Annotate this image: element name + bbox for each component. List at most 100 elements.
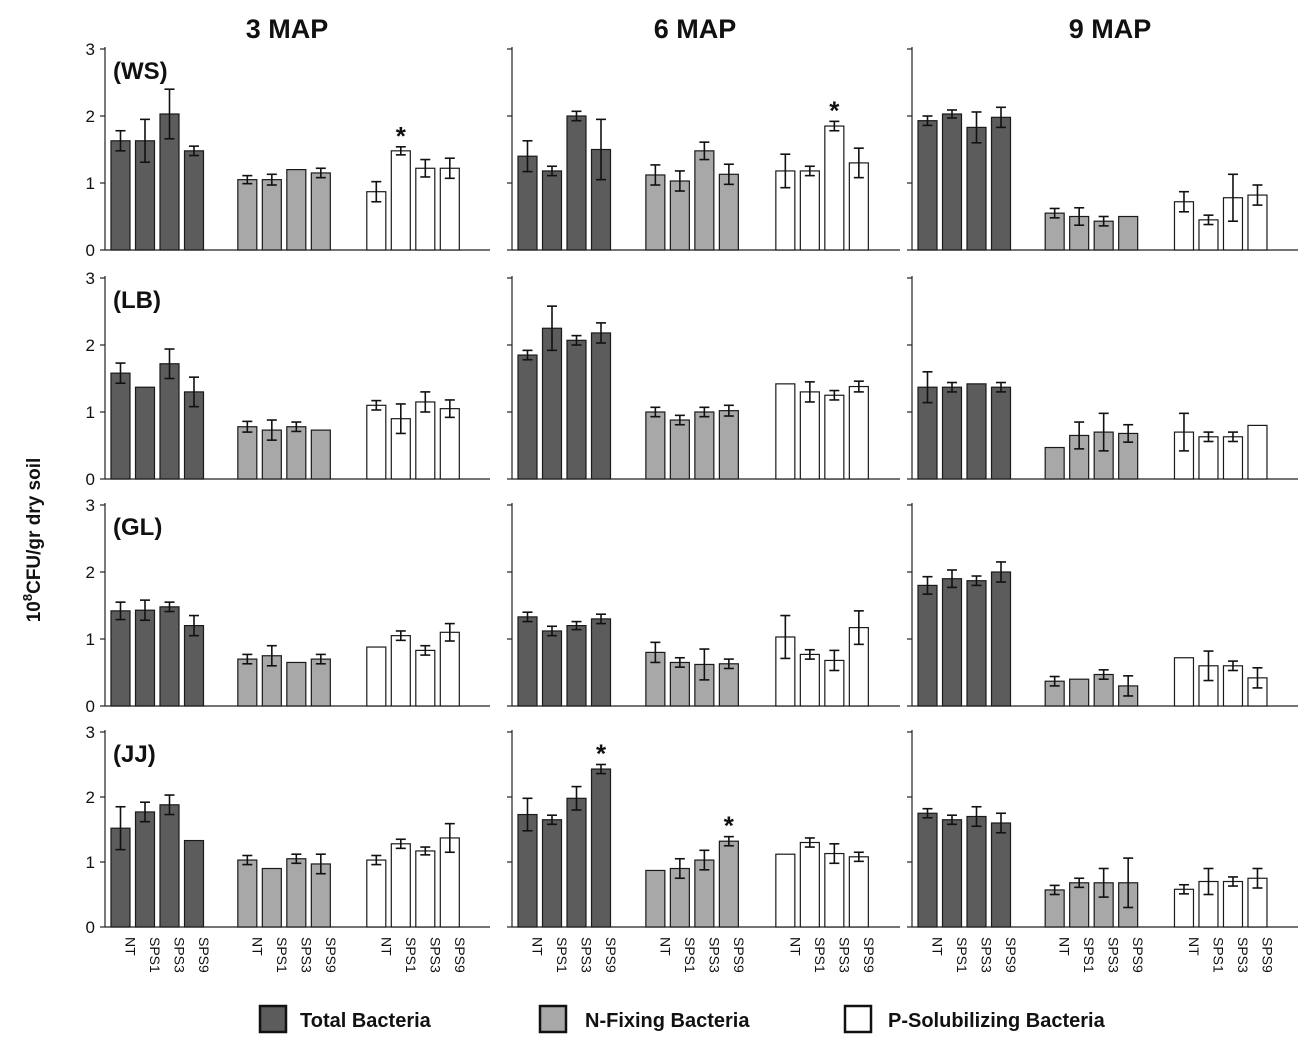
bar-nfix-sps3 <box>286 661 307 707</box>
bar-total-nt <box>917 812 938 928</box>
legend-swatch <box>258 1004 288 1034</box>
error-bar <box>853 610 864 646</box>
row-label-ws: (WS) <box>113 58 168 85</box>
x-tick-label-sps9: SPS9 <box>1130 937 1146 973</box>
bar-total-sps9 <box>990 822 1012 928</box>
error-bar <box>1123 857 1134 909</box>
error-bar <box>1203 867 1214 896</box>
legend-label: P-Solubilizing Bacteria <box>888 1010 1106 1032</box>
panel-ws-6-map: * <box>507 47 900 251</box>
bar-nfix-sps1 <box>1069 882 1090 928</box>
error-bar <box>1178 883 1189 895</box>
bar-psol-sps1 <box>390 635 411 707</box>
significance-asterisk: * <box>829 95 840 125</box>
bar-total-sps9 <box>990 571 1012 707</box>
error-bar <box>723 404 734 417</box>
x-tick-label-sps3: SPS3 <box>298 937 314 973</box>
bar-psol-nt <box>1173 888 1195 928</box>
error-bar <box>1227 876 1238 887</box>
error-bar <box>829 842 840 865</box>
bar-total-sps3 <box>966 383 987 480</box>
x-tick-label-sps1: SPS1 <box>403 937 419 973</box>
error-bar <box>444 399 455 419</box>
bar-nfix-sps3 <box>286 858 307 928</box>
bar-total-sps1 <box>941 386 963 480</box>
error-bar <box>1049 207 1060 219</box>
error-bar <box>371 180 382 203</box>
error-bar <box>674 656 685 668</box>
bar-nfix-nt <box>645 411 666 480</box>
error-bar <box>266 419 277 441</box>
error-bar <box>699 141 710 161</box>
x-tick-label-sps9: SPS9 <box>1259 937 1275 973</box>
bar-nfix-sps1 <box>261 179 282 251</box>
bar-nfix-nt <box>237 658 258 707</box>
error-bar <box>371 399 382 411</box>
error-bar <box>140 118 150 164</box>
bar-total-sps1 <box>541 170 563 251</box>
bar-total-nt <box>917 120 938 251</box>
panel-lb-9-map <box>907 276 1298 480</box>
y-tick-label: 3 <box>86 269 95 288</box>
bar-total-sps1 <box>941 578 963 707</box>
bar-psol-nt <box>366 646 387 707</box>
column-title-3-map: 3 MAP <box>246 14 329 44</box>
y-tick-label: 1 <box>86 853 95 872</box>
x-tick-label-sps3: SPS3 <box>1106 937 1122 973</box>
bar-total-nt <box>517 354 538 480</box>
error-bar <box>571 785 582 811</box>
bar-psol-sps3 <box>415 649 436 707</box>
error-bar <box>1074 206 1085 227</box>
x-tick-label-sps3: SPS3 <box>579 937 595 973</box>
bar-total-nt <box>110 140 131 251</box>
error-bar <box>723 658 734 670</box>
error-bar <box>1252 667 1263 689</box>
bar-psol-sps9 <box>439 631 460 707</box>
error-bar <box>1098 669 1109 681</box>
significance-asterisk: * <box>724 811 735 841</box>
bar-nfix-sps9 <box>718 410 739 480</box>
bar-nfix-sps1 <box>669 419 690 480</box>
bar-nfix-nt <box>237 426 258 480</box>
panel-gl-3-map: 0 1 2 3 (GL) <box>86 496 490 716</box>
x-tick-label-sps1: SPS1 <box>554 937 570 973</box>
error-bar <box>947 569 957 589</box>
x-tick-label-sps3: SPS3 <box>1235 937 1251 973</box>
bar-total-sps9 <box>990 386 1012 480</box>
error-bar <box>1227 431 1238 443</box>
error-bar <box>547 625 557 637</box>
x-tick-label-nt: NT <box>1057 937 1073 956</box>
error-bar <box>674 170 685 192</box>
y-tick-label: 2 <box>86 563 95 582</box>
y-tick-label: 0 <box>86 918 95 937</box>
error-bar <box>996 812 1006 834</box>
y-tick-label: 3 <box>86 723 95 742</box>
y-tick-label: 2 <box>86 336 95 355</box>
y-tick-label: 2 <box>86 107 95 126</box>
x-tick-label-sps9: SPS9 <box>452 937 468 973</box>
bar-total-sps9 <box>590 618 612 707</box>
error-bar <box>947 109 957 119</box>
error-bar <box>1049 884 1060 896</box>
bar-psol-sps1 <box>1198 436 1219 480</box>
significance-asterisk: * <box>596 739 607 769</box>
error-bar <box>242 174 253 185</box>
error-bar <box>1252 184 1263 206</box>
bar-psol-sps9 <box>848 856 869 928</box>
bar-nfix-nt <box>645 869 666 928</box>
error-bar <box>189 376 199 408</box>
error-bar <box>596 613 606 625</box>
panel-ws-9-map <box>907 47 1298 251</box>
panel-ws-3-map: 0 1 2 3 (WS) * <box>86 40 490 260</box>
bar-psol-sps3 <box>1222 436 1244 480</box>
error-bar <box>547 165 557 177</box>
bar-psol-nt <box>366 404 387 480</box>
x-tick-label-sps3: SPS3 <box>706 937 722 973</box>
error-bar <box>1098 867 1109 898</box>
error-bar <box>804 381 815 403</box>
error-bar <box>115 805 126 851</box>
panel-grid: 0 1 2 3 (WS) * * 0 1 2 3 (LB) 0 1 2 3 (GL) 0 1 2 3 (JJ) NT SPS1… <box>86 40 1298 973</box>
error-bar <box>522 797 533 832</box>
error-bar <box>242 420 253 433</box>
error-bar <box>1098 215 1109 227</box>
